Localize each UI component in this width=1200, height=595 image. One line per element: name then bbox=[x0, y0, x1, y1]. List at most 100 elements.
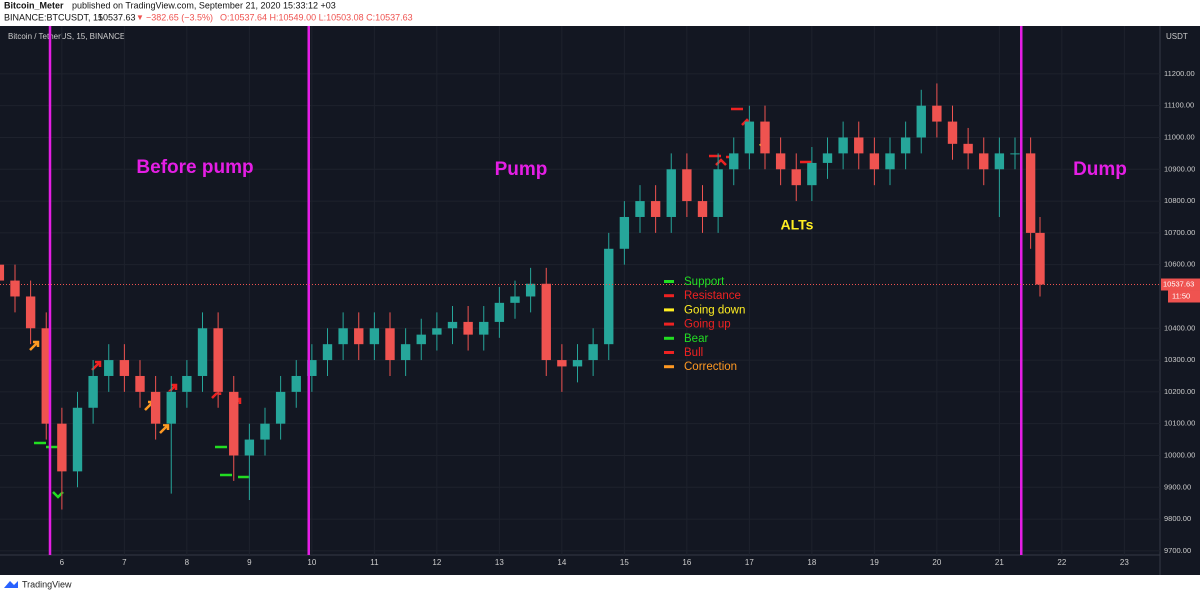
candle-body bbox=[135, 375, 145, 392]
y-tick-label: 10200.00 bbox=[1164, 387, 1195, 396]
candle-body bbox=[119, 360, 130, 376]
symbol: BINANCE:BTCUSDT, 15 bbox=[4, 12, 103, 22]
candle-body bbox=[916, 105, 926, 138]
candle-body bbox=[25, 296, 36, 329]
footer: TradingView bbox=[22, 579, 72, 589]
legend-label: Support bbox=[684, 276, 725, 288]
y-tick-label: 9900.00 bbox=[1164, 482, 1191, 491]
x-tick-label: 23 bbox=[1120, 558, 1129, 567]
candle-body bbox=[41, 328, 51, 424]
candle-body bbox=[416, 334, 426, 345]
candle-body bbox=[885, 153, 895, 170]
y-tick-label: 10900.00 bbox=[1164, 164, 1195, 173]
y-tick-label: 10600.00 bbox=[1164, 260, 1195, 269]
candle-body bbox=[182, 375, 192, 392]
last-price-box bbox=[1161, 278, 1200, 291]
y-tick-label: 9800.00 bbox=[1164, 514, 1191, 523]
candle-body bbox=[432, 328, 442, 335]
chart-bg bbox=[0, 26, 1200, 575]
x-tick-label: 18 bbox=[807, 558, 816, 567]
candle-body bbox=[88, 375, 98, 408]
candle-body bbox=[557, 360, 567, 367]
x-tick-label: 16 bbox=[682, 558, 691, 567]
candle-body bbox=[0, 264, 5, 281]
annotation: ALTs bbox=[781, 217, 814, 233]
candle-body bbox=[385, 328, 395, 361]
candle-body bbox=[307, 360, 317, 376]
candle-body bbox=[760, 121, 770, 154]
candle-body bbox=[619, 216, 630, 249]
candle-body bbox=[338, 328, 348, 345]
x-tick-label: 14 bbox=[557, 558, 566, 567]
candle-body bbox=[900, 137, 911, 154]
y-tick-label: 9700.00 bbox=[1164, 546, 1191, 555]
candle-body bbox=[244, 439, 255, 456]
y-tick-label: 10400.00 bbox=[1164, 323, 1195, 332]
candle-body bbox=[229, 391, 239, 456]
candle-body bbox=[463, 321, 473, 335]
candle-body bbox=[963, 143, 973, 154]
candle-body bbox=[322, 344, 333, 361]
candle-body bbox=[775, 153, 786, 170]
y-tick-label: 10300.00 bbox=[1164, 355, 1195, 364]
price: 10537.63 bbox=[98, 12, 136, 22]
candle-body bbox=[791, 169, 801, 186]
published: published on TradingView.com, September … bbox=[72, 0, 336, 10]
candle-body bbox=[650, 201, 661, 217]
candle-body bbox=[744, 121, 755, 154]
legend-icon bbox=[664, 308, 674, 312]
candle-body bbox=[10, 280, 20, 297]
candle-body bbox=[666, 169, 676, 217]
arrow: ▼ bbox=[136, 13, 144, 22]
candle-body bbox=[197, 328, 208, 376]
unit: USDT bbox=[1166, 32, 1188, 41]
legend-label: Bear bbox=[684, 333, 708, 345]
candle-body bbox=[1035, 232, 1045, 285]
change: −382.65 (−3.5%) bbox=[146, 12, 213, 22]
y-tick-label: 10800.00 bbox=[1164, 196, 1195, 205]
candle-body bbox=[213, 328, 223, 392]
legend-icon bbox=[664, 336, 674, 340]
legend-label: Going down bbox=[684, 304, 745, 316]
candle-body bbox=[822, 153, 833, 163]
y-tick-label: 11200.00 bbox=[1164, 69, 1195, 78]
candle-body bbox=[150, 391, 161, 424]
candle-body bbox=[57, 423, 67, 472]
candle-body bbox=[291, 375, 301, 392]
candle-body bbox=[588, 344, 598, 361]
legend-label: Correction bbox=[684, 361, 737, 373]
legend-label: Resistance bbox=[684, 290, 741, 302]
candle-body bbox=[604, 248, 614, 345]
candle-body bbox=[947, 121, 958, 144]
candle-body bbox=[932, 105, 942, 122]
x-tick-label: 22 bbox=[1057, 558, 1066, 567]
x-tick-label: 8 bbox=[185, 558, 190, 567]
candle-body bbox=[854, 137, 864, 154]
candle-body bbox=[994, 153, 1005, 170]
x-tick-label: 20 bbox=[932, 558, 941, 567]
candle-body bbox=[260, 423, 270, 440]
candle-body bbox=[572, 360, 583, 367]
candle-body bbox=[869, 153, 880, 170]
y-tick-label: 10100.00 bbox=[1164, 419, 1195, 428]
logo bbox=[4, 581, 18, 588]
y-tick-label: 11000.00 bbox=[1164, 132, 1195, 141]
candle-body bbox=[166, 391, 176, 424]
x-tick-label: 10 bbox=[307, 558, 316, 567]
candle-body bbox=[479, 321, 489, 335]
candle-body bbox=[1025, 153, 1036, 233]
candle-body bbox=[369, 328, 380, 345]
candle-body bbox=[104, 360, 114, 376]
chart-title: Bitcoin / TetherUS, 15, BINANCE bbox=[8, 32, 125, 41]
legend-label: Going up bbox=[684, 319, 731, 331]
candle-body bbox=[838, 137, 848, 154]
legend-label: Bull bbox=[684, 347, 703, 359]
candle-body bbox=[713, 169, 723, 217]
legend-icon bbox=[664, 322, 674, 326]
x-tick-label: 21 bbox=[995, 558, 1004, 567]
countdown-box bbox=[1168, 290, 1200, 303]
candle-body bbox=[354, 328, 364, 345]
legend-icon bbox=[664, 351, 674, 354]
countdown: 11:50 bbox=[1172, 291, 1190, 300]
candle-body bbox=[494, 302, 505, 322]
